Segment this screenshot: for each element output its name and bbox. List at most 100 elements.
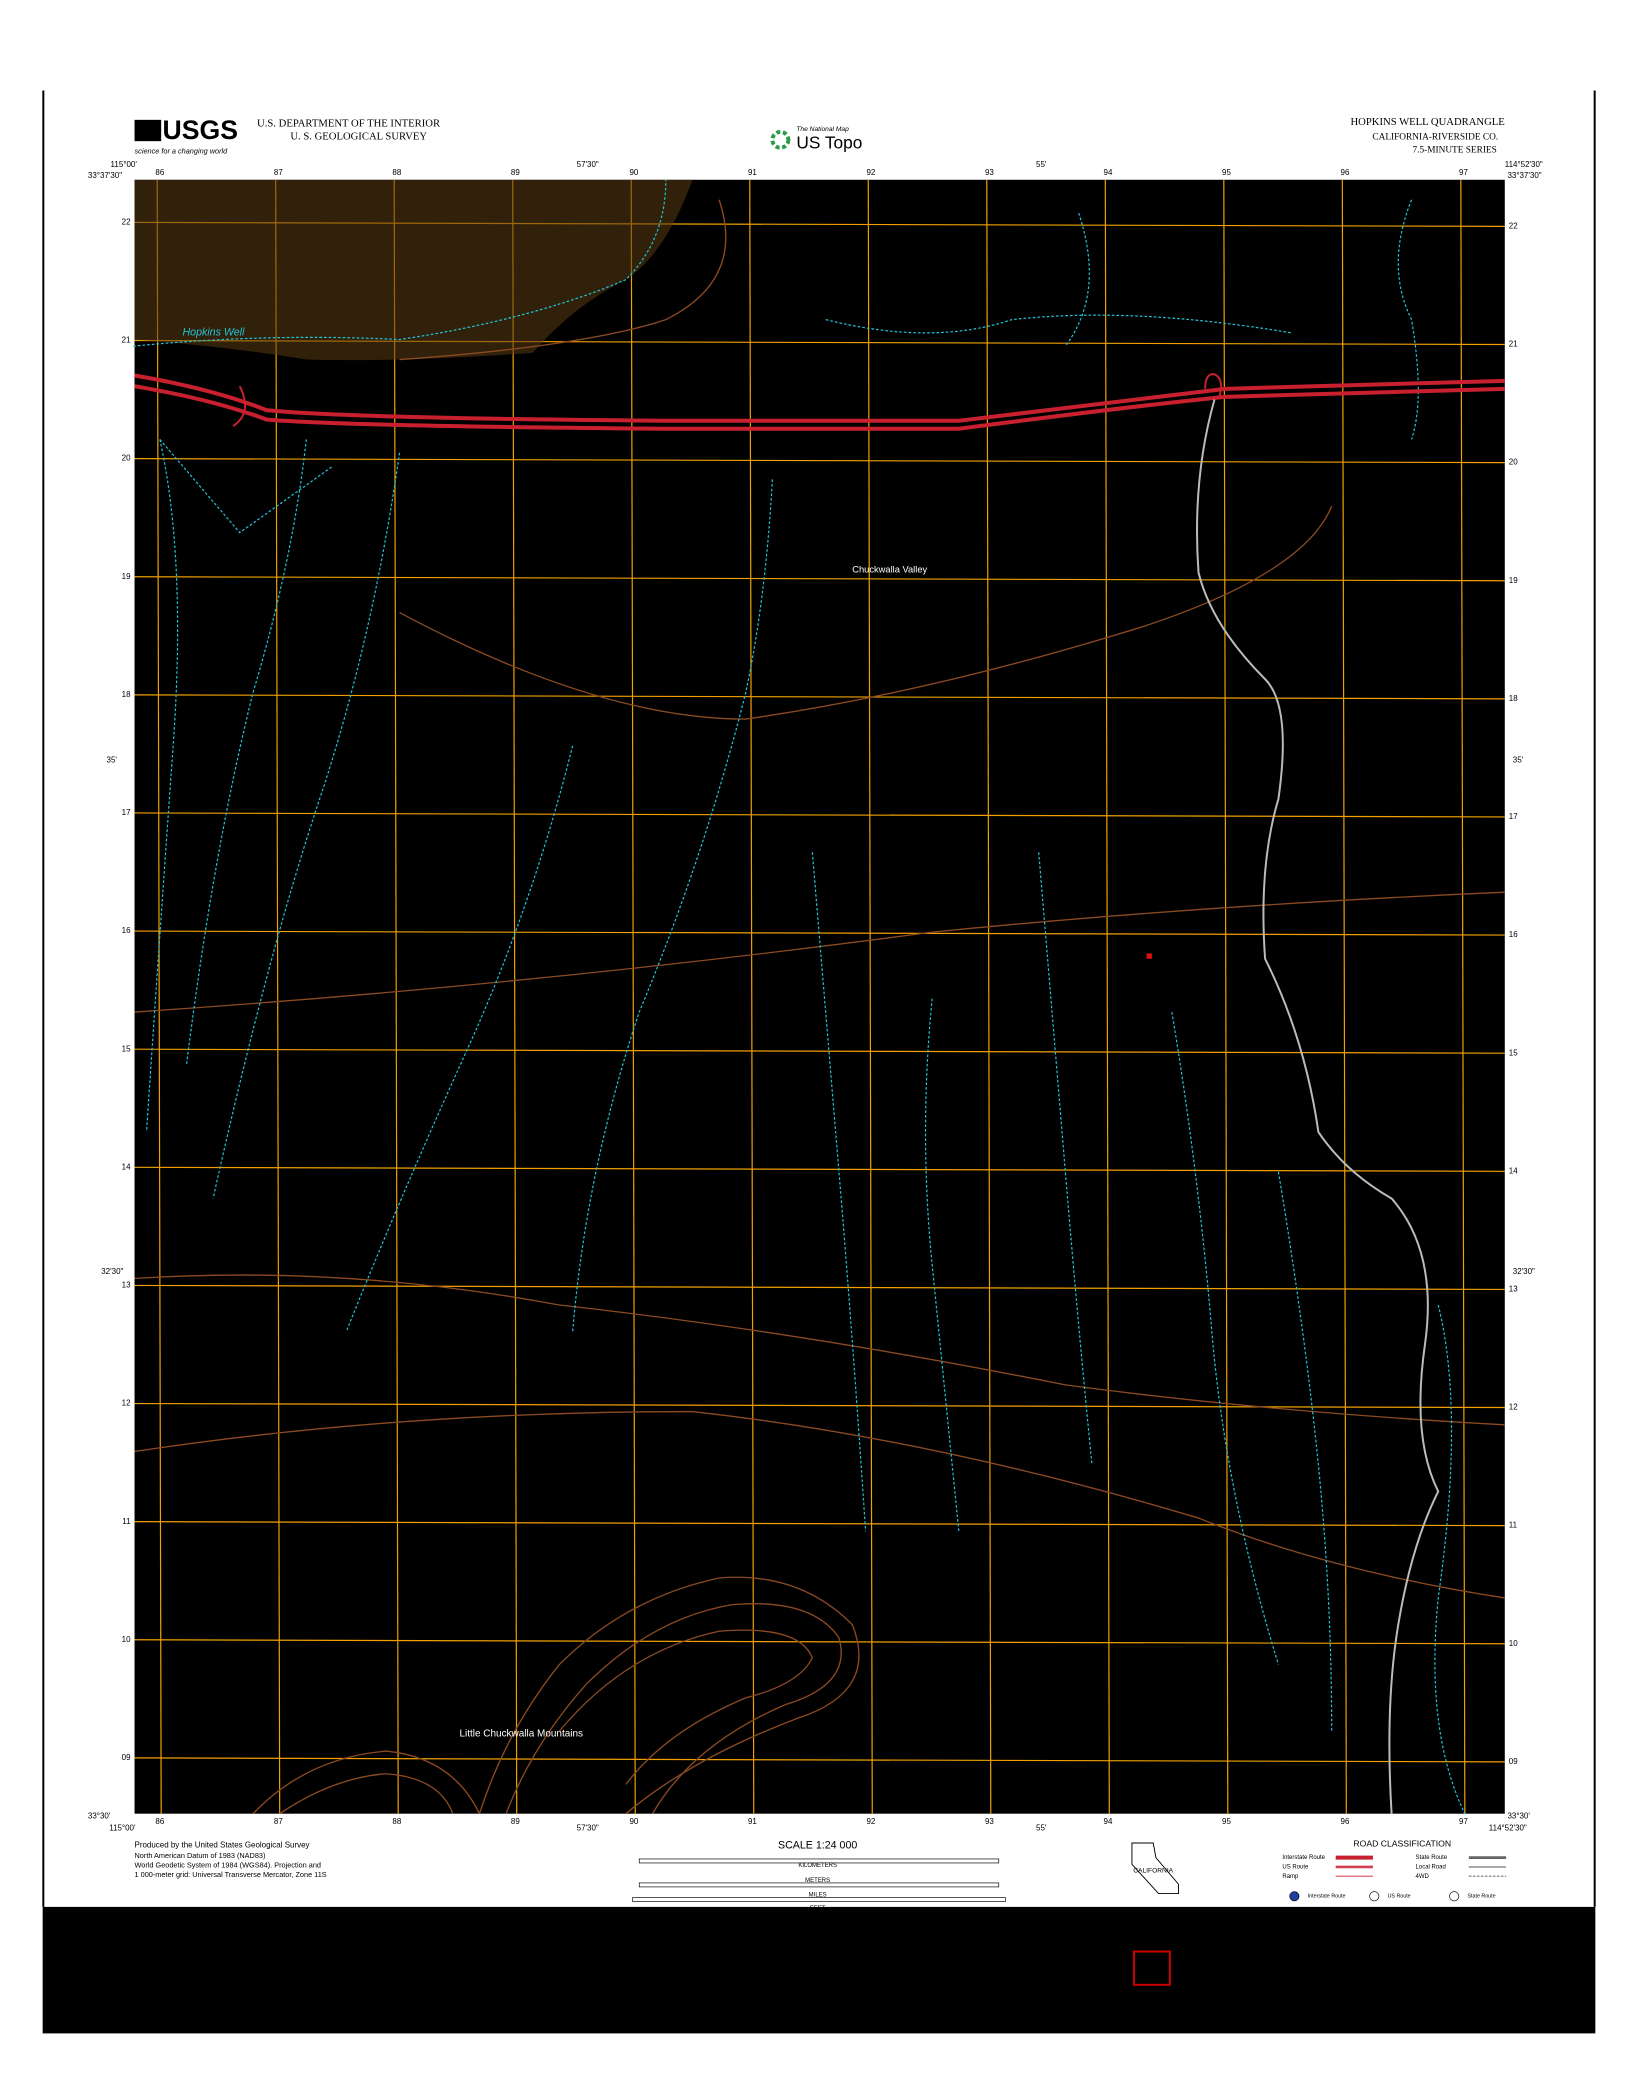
northing-label: 12 [1509, 1403, 1518, 1412]
graticule-label: 35' [107, 755, 118, 764]
easting-label: 97 [1459, 168, 1468, 177]
usgs-logo: USGS science for a changing world [135, 115, 238, 156]
road-legend: Interstate Route US Route Ramp State Route L… [1282, 1855, 1507, 1902]
easting-label: 92 [866, 168, 875, 177]
scale-unit: METERS [805, 1878, 830, 1884]
northing-label: 20 [122, 454, 131, 463]
grid-line [1104, 179, 1110, 1814]
northing-label: 13 [122, 1281, 131, 1290]
graticule-label: 55' [1036, 1823, 1047, 1832]
logo-text: USGS [163, 115, 238, 145]
graticule-label: 57'30" [577, 1823, 599, 1832]
footer: Produced by the United States Geological… [135, 1839, 1452, 1912]
graticule-label: 57'30" [577, 160, 599, 169]
northing-label: 12 [122, 1399, 131, 1408]
grid-line [1341, 179, 1347, 1814]
corner-label: 33°30' [88, 1811, 111, 1820]
grid [134, 179, 1505, 1814]
scale-unit: MILES [809, 1892, 827, 1898]
road-type: Interstate Route [1282, 1855, 1325, 1861]
easting-label: 90 [629, 1817, 638, 1826]
easting-label: 91 [748, 168, 757, 177]
quad-name: HOPKINS WELL QUADRANGLE [1351, 117, 1505, 128]
grid-line [134, 1757, 1505, 1763]
corner-label: 115°00' [109, 1823, 136, 1832]
road-type: State Route [1416, 1855, 1448, 1861]
product: US Topo [796, 132, 862, 152]
easting-label: 88 [392, 1817, 401, 1826]
vegetation [134, 179, 693, 361]
series: 7.5-MINUTE SERIES [1412, 146, 1496, 156]
grid-line [630, 179, 636, 1814]
grid-line [867, 179, 873, 1814]
highway [134, 373, 1505, 431]
grid-line [134, 576, 1505, 582]
northing-label: 21 [122, 336, 131, 345]
easting-label: 96 [1341, 1817, 1350, 1826]
corner-label: 115°00' [111, 160, 138, 169]
easting-label: 95 [1222, 1817, 1231, 1826]
scale: SCALE 1:24 000 [778, 1839, 857, 1851]
locator-box [1132, 1950, 1171, 1986]
shield-label: Interstate Route [1308, 1894, 1346, 1900]
shield [1369, 1891, 1380, 1902]
northing-label: 10 [1509, 1639, 1518, 1648]
easting-label: 94 [1104, 1817, 1113, 1826]
easting-label: 90 [629, 168, 638, 177]
northing-label: 21 [1509, 340, 1518, 349]
easting-label: 87 [274, 1817, 283, 1826]
point-marker [1146, 953, 1152, 959]
bottom-band [42, 1906, 1596, 2034]
corner-label: 114°52'30" [1489, 1823, 1527, 1832]
shield [1289, 1891, 1300, 1902]
northing-label: 14 [1509, 1166, 1518, 1175]
northing-label: 11 [122, 1517, 131, 1526]
graticule-label: 35' [1513, 755, 1524, 764]
program: The National Map [796, 126, 849, 133]
grid-line [134, 812, 1505, 818]
state-label: CALIFORNIA [1133, 1868, 1173, 1875]
easting-label: 89 [511, 168, 520, 177]
grid-note: 1 000-meter grid: Universal Transverse M… [135, 1870, 327, 1879]
corner-labels: 33°37'30" 115°00' 33°37'30" 114°52'30" 3… [88, 160, 1543, 1832]
grid-line [512, 179, 518, 1814]
northing-label: 19 [1509, 576, 1518, 585]
streams [133, 179, 1466, 1814]
grid-line [134, 458, 1505, 464]
road-type: Ramp [1282, 1874, 1299, 1880]
grid-line [156, 179, 162, 1814]
easting-label: 93 [985, 168, 994, 177]
northing-label: 22 [122, 217, 131, 226]
easting-label: 92 [866, 1817, 875, 1826]
northing-label: 22 [1509, 221, 1518, 230]
grid-line [275, 179, 281, 1814]
northing-label: 14 [122, 1162, 131, 1171]
graticule-label: 32'30" [101, 1267, 123, 1276]
easting-label: 91 [748, 1817, 757, 1826]
easting-label: 95 [1222, 168, 1231, 177]
easting-label: 96 [1341, 168, 1350, 177]
easting-label: 88 [392, 168, 401, 177]
road-title: ROAD CLASSIFICATION [1353, 1839, 1451, 1849]
local-road [1196, 399, 1440, 1814]
northing-label: 19 [122, 572, 131, 581]
grid-line [134, 1639, 1505, 1645]
grid-line [1460, 179, 1466, 1814]
easting-label: 89 [511, 1817, 520, 1826]
grid-line [134, 1166, 1505, 1172]
grid-line [393, 179, 399, 1814]
easting-label: 87 [274, 168, 283, 177]
grid-line [134, 1048, 1505, 1054]
northing-label: 13 [1509, 1285, 1518, 1294]
easting-label: 86 [155, 168, 164, 177]
map-area [134, 179, 1505, 1814]
corner-label: 33°37'30" [88, 171, 122, 180]
tagline: science for a changing world [135, 147, 229, 156]
county: CALIFORNIA-RIVERSIDE CO. [1372, 132, 1498, 142]
easting-label: 97 [1459, 1817, 1468, 1826]
feature-label: Little Chuckwalla Mountains [459, 1728, 583, 1739]
agency: U.S. DEPARTMENT OF THE INTERIOR [257, 118, 441, 129]
contours [134, 199, 1505, 1815]
grid-line [134, 1402, 1505, 1409]
